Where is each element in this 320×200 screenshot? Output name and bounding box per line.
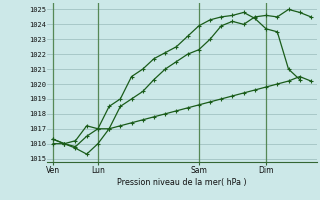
X-axis label: Pression niveau de la mer( hPa ): Pression niveau de la mer( hPa ) bbox=[117, 178, 247, 187]
